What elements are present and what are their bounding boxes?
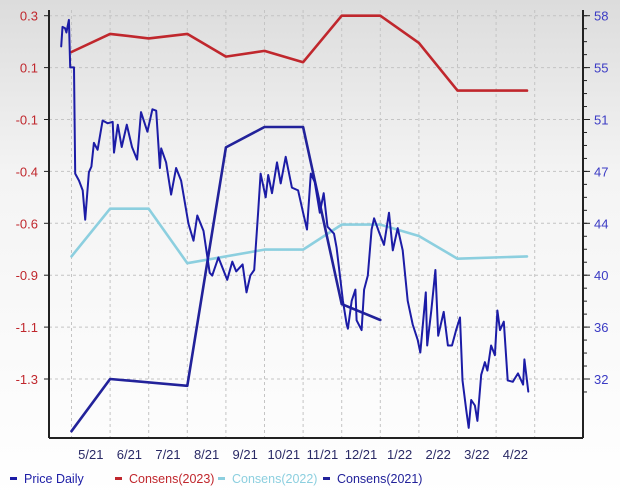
- legend-swatch: [323, 477, 330, 480]
- legend-label: Consens(2023): [129, 472, 214, 486]
- left-tick-label: -0.1: [16, 113, 38, 128]
- left-tick-label: -0.4: [16, 164, 38, 179]
- right-tick-label: 58: [594, 9, 608, 24]
- right-tick-label: 40: [594, 268, 608, 283]
- x-tick-label: 12/21: [345, 447, 378, 462]
- left-tick-label: 0.3: [20, 9, 38, 24]
- series-line-consens-2023: [70, 14, 529, 92]
- x-tick-label: 3/22: [464, 447, 489, 462]
- right-tick-label: 36: [594, 320, 608, 335]
- x-tick-label: 11/21: [307, 447, 339, 462]
- x-tick-label: 6/21: [117, 447, 142, 462]
- left-tick-label: -0.9: [16, 268, 38, 283]
- left-tick-label: 0.1: [20, 61, 38, 76]
- x-tick-label: 7/21: [155, 447, 180, 462]
- left-tick-label: -1.1: [16, 320, 38, 335]
- axes: [48, 10, 584, 439]
- legend-label: Price Daily: [24, 472, 84, 486]
- x-tick-label: 4/22: [503, 447, 528, 462]
- x-tick-label: 9/21: [233, 447, 258, 462]
- grid: [49, 10, 583, 438]
- legend: Price Daily Consens(2023) Consens(2022) Con…: [10, 472, 422, 486]
- series-group: [60, 14, 530, 433]
- x-tick-label: 1/22: [387, 447, 412, 462]
- series-line-price-daily: [60, 18, 530, 429]
- left-axis-ticks: 0.3 0.1 -0.1 -0.4 -0.6 -0.9 -1.1 -1.3: [16, 9, 49, 387]
- left-tick-label: -0.6: [16, 216, 38, 231]
- x-tick-label: 5/21: [78, 447, 103, 462]
- right-tick-label: 55: [594, 61, 608, 76]
- legend-label: Consens(2022): [232, 472, 317, 486]
- x-tick-label: 2/22: [426, 447, 451, 462]
- right-tick-label: 44: [594, 216, 608, 231]
- right-tick-label: 51: [594, 113, 608, 128]
- right-axis-ticks: 58 55 51 47 44 40 36 32: [583, 9, 608, 393]
- left-tick-label: -1.3: [16, 372, 38, 387]
- series-line-consens-2021: [70, 125, 382, 433]
- x-tick-label: 10/21: [268, 447, 301, 462]
- legend-swatch: [10, 477, 17, 480]
- legend-swatch: [218, 477, 225, 480]
- legend-swatch: [115, 477, 122, 480]
- right-tick-label: 47: [594, 164, 608, 179]
- right-tick-label: 32: [594, 372, 608, 387]
- legend-label: Consens(2021): [337, 472, 422, 486]
- x-tick-label: 8/21: [194, 447, 219, 462]
- x-axis-ticks: 5/21 6/21 7/21 8/21 9/21 10/21 11/21 12/21 1/22 2…: [78, 447, 528, 462]
